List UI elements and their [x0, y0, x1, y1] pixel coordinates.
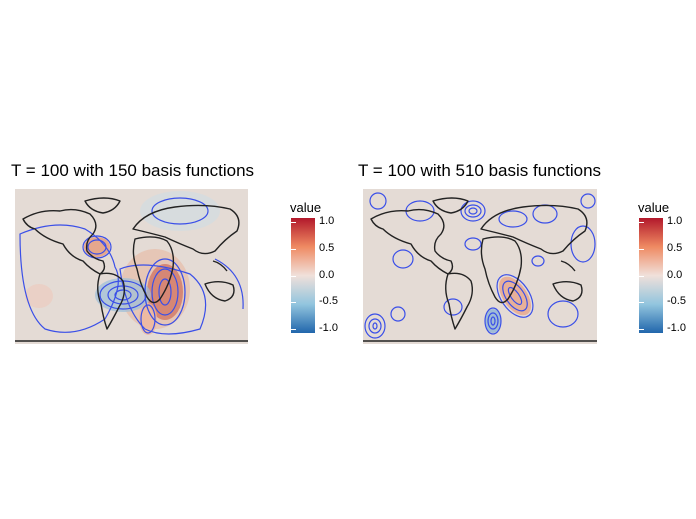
colorbar-tick-mark — [639, 248, 644, 250]
colorbar-tick-mark — [291, 248, 296, 250]
chart-panel-1: T = 100 with 150 basis functions — [11, 161, 338, 344]
field-blob — [140, 191, 220, 231]
colorbar-tick-mark — [291, 329, 296, 330]
colorbar-tick-mark — [639, 329, 644, 330]
colorbar-tick-label: -1.0 — [667, 322, 686, 334]
coastlines — [363, 197, 597, 342]
contour-lines — [364, 192, 596, 339]
chart-panel-2: T = 100 with 510 basis functions — [348, 0, 696, 519]
map-plot — [363, 189, 597, 344]
colorbar-tick-label: -1.0 — [319, 322, 338, 334]
field-blob — [25, 284, 53, 308]
colorbar-tick-mark — [639, 275, 644, 277]
legend-title: value — [290, 200, 322, 215]
chart-title: T = 100 with 150 basis functions — [11, 161, 255, 180]
colorbar-tick-mark — [639, 302, 644, 304]
colorbar-tick-label: 1.0 — [319, 215, 335, 227]
colorbar-tick-label: 0.5 — [319, 241, 335, 254]
chart-title: T = 100 with 510 basis functions — [358, 161, 602, 180]
colorbar-tick-label: -0.5 — [319, 295, 338, 308]
colorbar-tick-label: 0.5 — [667, 241, 683, 254]
field-blob — [95, 278, 151, 312]
colorbar-tick-mark — [639, 222, 644, 223]
colorbar-tick-label: 0.0 — [319, 268, 335, 281]
map-plot — [15, 189, 248, 344]
field-blob — [499, 276, 531, 316]
colorbar-tick-mark — [291, 275, 296, 277]
colorbar-tick-label: -0.5 — [667, 295, 686, 308]
contour-lines — [19, 197, 244, 335]
colorbar-tick-label: 0.0 — [667, 268, 683, 281]
legend-title: value — [638, 200, 670, 215]
coastlines — [15, 197, 248, 342]
colorbar-tick-label: 1.0 — [667, 215, 683, 227]
colorbar-tick-mark — [291, 222, 296, 223]
colorbar-tick-mark — [291, 302, 296, 304]
